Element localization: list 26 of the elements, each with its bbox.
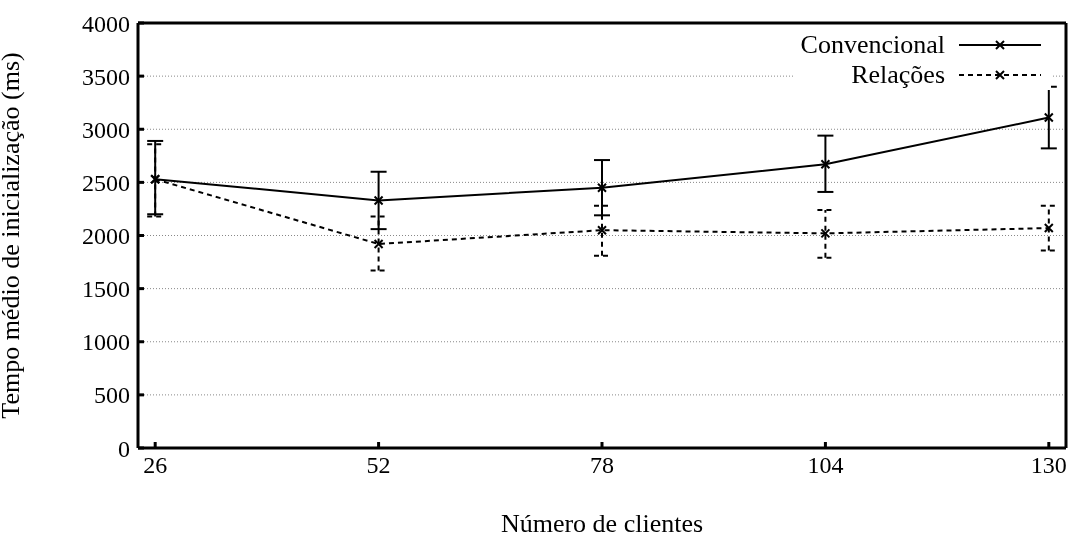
y-tick-label: 3500	[82, 63, 130, 90]
y-tick-label: 500	[94, 382, 130, 409]
y-tick-label: 4000	[82, 10, 130, 37]
legend-label: Relações	[851, 60, 945, 90]
y-tick-label: 0	[118, 435, 130, 462]
y-axis-title: Tempo médio de inicialização (ms)	[0, 52, 26, 419]
y-tick-label: 2500	[82, 169, 130, 196]
x-tick-label: 104	[807, 452, 844, 479]
point	[1043, 112, 1054, 123]
x-tick-label: 26	[143, 452, 168, 479]
x-tick-label: 130	[1030, 452, 1067, 479]
point	[373, 195, 384, 206]
point	[597, 225, 607, 236]
x-tick-label: 52	[366, 452, 391, 479]
point	[373, 239, 384, 249]
y-tick-label: 1000	[82, 329, 130, 356]
y-tick-label: 2000	[82, 223, 130, 250]
point	[820, 159, 831, 170]
point	[820, 228, 831, 239]
x-tick-label: 78	[590, 452, 614, 479]
point	[597, 182, 607, 193]
point	[1043, 223, 1054, 234]
y-tick-label: 1500	[82, 276, 130, 303]
legend-label: Convencional	[800, 30, 945, 60]
y-tick-label: 3000	[82, 116, 130, 143]
x-axis-title: Número de clientes	[500, 509, 704, 538]
